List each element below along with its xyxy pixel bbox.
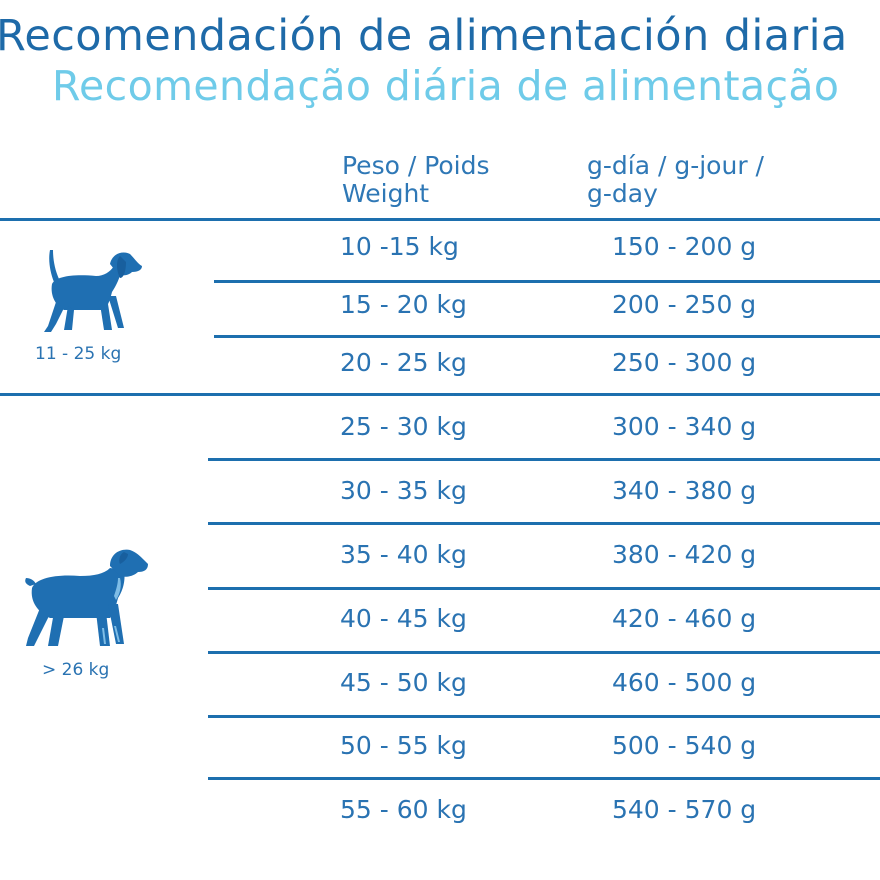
row-divider	[208, 715, 880, 718]
dose-header-line2: g-day	[587, 179, 658, 208]
dose-cell: 150 - 200 g	[612, 232, 757, 261]
weight-cell: 20 - 25 kg	[340, 348, 467, 377]
beagle-dog-icon	[44, 250, 142, 332]
weight-column-header: Peso / Poids Weight	[342, 152, 490, 208]
row-divider	[208, 777, 880, 780]
row-divider	[208, 587, 880, 590]
row-divider	[208, 458, 880, 461]
small-dog-weight-label: 11 - 25 kg	[35, 344, 122, 364]
dose-cell: 300 - 340 g	[612, 412, 757, 441]
weight-cell: 40 - 45 kg	[340, 604, 467, 633]
weight-cell: 55 - 60 kg	[340, 795, 467, 824]
rottweiler-dog-icon	[25, 549, 148, 646]
weight-header-line1: Peso / Poids	[342, 151, 490, 180]
row-divider	[208, 522, 880, 525]
weight-cell: 10 -15 kg	[340, 232, 459, 261]
dose-cell: 250 - 300 g	[612, 348, 757, 377]
title-spanish: Recomendación de alimentación diaria	[0, 11, 848, 61]
row-divider	[208, 651, 880, 654]
weight-cell: 35 - 40 kg	[340, 540, 467, 569]
dose-header-line1: g-día / g-jour /	[587, 151, 764, 180]
dose-cell: 420 - 460 g	[612, 604, 757, 633]
dose-cell: 540 - 570 g	[612, 795, 757, 824]
dose-cell: 500 - 540 g	[612, 731, 757, 760]
weight-cell: 50 - 55 kg	[340, 731, 467, 760]
header-rule	[0, 218, 880, 221]
dose-cell: 200 - 250 g	[612, 290, 757, 319]
large-dog-weight-label: > 26 kg	[42, 660, 110, 680]
group-divider	[0, 393, 880, 396]
row-divider	[214, 280, 880, 283]
title-portuguese: Recomendação diária de alimentação	[52, 62, 840, 110]
dose-cell: 460 - 500 g	[612, 668, 757, 697]
weight-cell: 30 - 35 kg	[340, 476, 467, 505]
row-divider	[214, 335, 880, 338]
dose-cell: 340 - 380 g	[612, 476, 757, 505]
weight-cell: 15 - 20 kg	[340, 290, 467, 319]
weight-header-line2: Weight	[342, 179, 430, 208]
weight-cell: 45 - 50 kg	[340, 668, 467, 697]
weight-cell: 25 - 30 kg	[340, 412, 467, 441]
dose-cell: 380 - 420 g	[612, 540, 757, 569]
dose-column-header: g-día / g-jour / g-day	[587, 152, 764, 208]
